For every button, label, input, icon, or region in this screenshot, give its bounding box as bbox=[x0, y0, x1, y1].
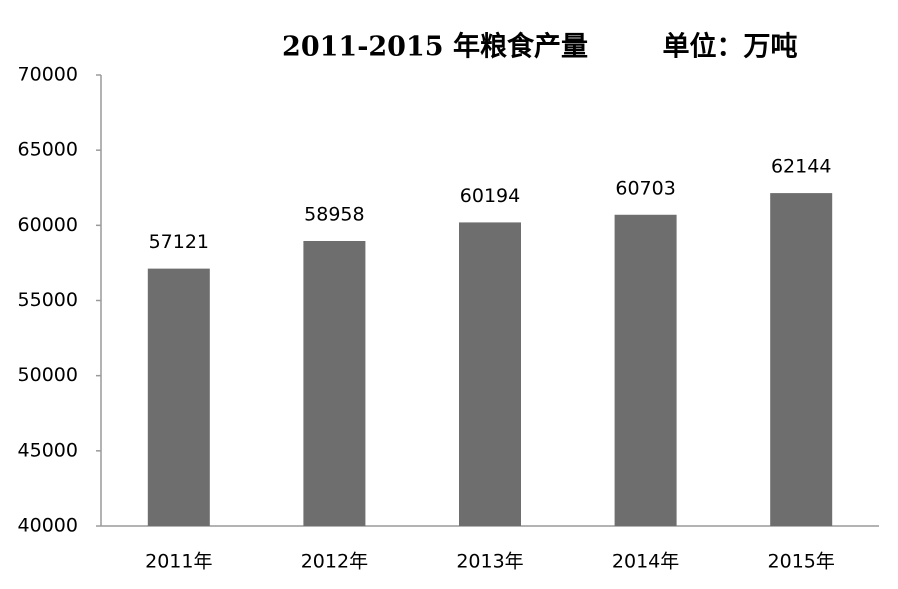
bar bbox=[770, 193, 833, 526]
data-label: 60703 bbox=[615, 177, 675, 199]
unit-label: 单位：万吨 bbox=[663, 31, 798, 63]
bar bbox=[614, 214, 677, 526]
y-tick-label: 50000 bbox=[18, 364, 78, 386]
x-tick-label: 2011年 bbox=[145, 551, 212, 573]
data-label: 58958 bbox=[304, 203, 364, 225]
x-tick-label: 2015年 bbox=[768, 551, 835, 573]
y-tick-label: 45000 bbox=[18, 439, 78, 461]
bar bbox=[303, 240, 366, 527]
data-label: 57121 bbox=[149, 231, 209, 253]
data-label: 60194 bbox=[460, 185, 520, 207]
data-label: 62144 bbox=[771, 156, 831, 178]
chart-title: 2011-2015 年粮食产量 bbox=[282, 31, 588, 63]
y-tick-label: 55000 bbox=[18, 289, 78, 311]
y-tick-label: 40000 bbox=[18, 515, 78, 537]
bar bbox=[459, 222, 521, 526]
y-tick-label: 70000 bbox=[18, 64, 78, 86]
bar bbox=[147, 268, 210, 526]
y-tick-label: 60000 bbox=[18, 214, 78, 236]
x-tick-label: 2012年 bbox=[301, 551, 368, 573]
x-tick-label: 2014年 bbox=[612, 551, 679, 573]
y-tick-label: 65000 bbox=[18, 139, 78, 161]
x-tick-label: 2013年 bbox=[456, 551, 523, 573]
